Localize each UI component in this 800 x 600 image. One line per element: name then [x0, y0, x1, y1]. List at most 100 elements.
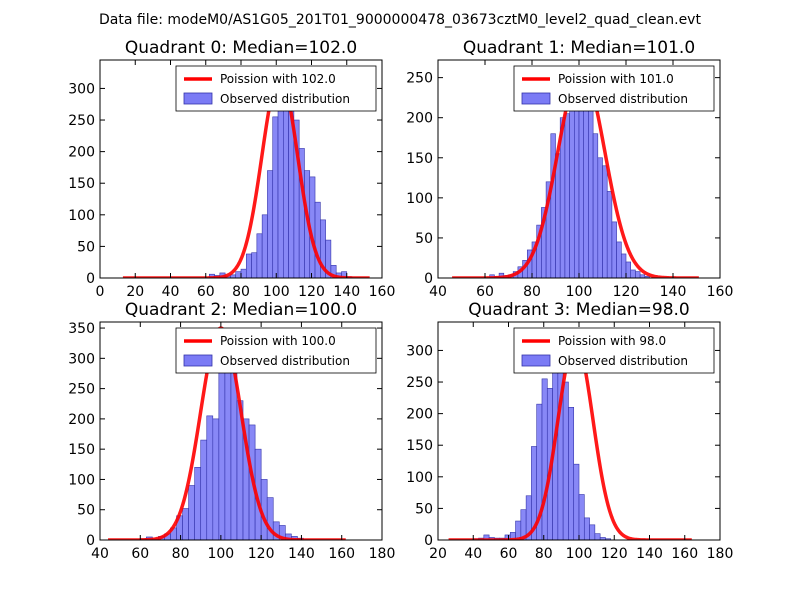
quadrant-0-xtick-label: 0	[96, 284, 105, 300]
quadrant-3-xtick-label: 100	[566, 546, 593, 562]
quadrant-1-bar	[597, 157, 603, 278]
quadrant-0-xtick-label: 80	[232, 284, 250, 300]
quadrant-0-bar	[277, 91, 284, 278]
quadrant-2-bar	[218, 358, 226, 540]
quadrant-0-legend-bars-label: Observed distribution	[220, 92, 350, 106]
quadrant-0-bar	[325, 239, 332, 278]
quadrant-1-xtick-label: 100	[566, 284, 593, 300]
quadrant-3-xtick-label: 40	[464, 546, 482, 562]
quadrant-3-bar	[573, 463, 580, 540]
quadrant-2-ytick-label: 350	[68, 321, 95, 337]
quadrant-3-bar	[594, 533, 601, 540]
quadrant-2-ytick-label: 300	[68, 351, 95, 367]
quadrant-3-legend-bars-swatch	[521, 354, 551, 367]
quadrant-1-bar	[602, 165, 608, 278]
quadrant-1-bar	[625, 261, 631, 278]
quadrant-2-bar	[200, 439, 208, 540]
quadrant-3-bar	[562, 381, 569, 540]
quadrant-3-ytick-label: 150	[406, 438, 433, 454]
quadrant-1-legend-curve-label: Poission with 101.0	[558, 72, 674, 86]
quadrant-2-legend-bars-label: Observed distribution	[220, 354, 350, 368]
quadrant-1-ytick-label: 150	[406, 151, 433, 167]
quadrant-1-bar	[616, 241, 622, 278]
quadrant-0-chart: Quadrant 0: Median=102.0 0 20 40 60 80 100 120 1…	[68, 38, 395, 300]
quadrant-0-xtick-label: 100	[263, 284, 290, 300]
quadrant-2-bar	[182, 508, 189, 540]
quadrant-0-bar	[267, 170, 274, 278]
quadrant-1-xtick-label: 140	[660, 284, 687, 300]
quadrant-3-bar	[583, 517, 590, 540]
quadrant-0-bar	[256, 233, 263, 278]
quadrant-3-xtick-label: 180	[707, 546, 734, 562]
quadrant-1-ytick-label: 50	[415, 231, 433, 247]
quadrant-1-bar	[630, 269, 636, 278]
quadrant-2-xtick-label: 40	[91, 546, 109, 562]
quadrant-2-ytick-label: 50	[77, 503, 95, 519]
quadrant-3-ytick-label: 300	[406, 343, 433, 359]
quadrant-0-legend-curve-label: Poission with 102.0	[220, 72, 336, 86]
quadrant-0-xtick-label: 160	[369, 284, 396, 300]
quadrant-0-xtick-label: 40	[162, 284, 180, 300]
quadrant-3-xtick-label: 20	[429, 546, 447, 562]
quadrant-3-bar	[568, 407, 575, 540]
quadrant-0-poisson-curve	[122, 74, 371, 278]
quadrant-1-xtick-label: 40	[429, 284, 447, 300]
quadrant-2-bar	[212, 418, 220, 540]
quadrant-2-xtick-label: 160	[328, 546, 355, 562]
quadrant-2-bar	[266, 497, 274, 540]
quadrant-2-legend-curve-label: Poission with 100.0	[220, 334, 336, 348]
quadrant-3-bar	[578, 494, 585, 540]
quadrant-1-ytick-label: 0	[424, 271, 433, 287]
quadrant-1-ytick-label: 200	[406, 111, 433, 127]
quadrant-0-title: Quadrant 0: Median=102.0	[125, 38, 357, 58]
quadrant-1-bar	[569, 101, 575, 278]
quadrant-2-chart: Quadrant 2: Median=100.0 40 60 80 100 120 140 1…	[68, 300, 395, 562]
quadrant-0-bar	[314, 201, 321, 278]
quadrant-3-xtick-label: 60	[500, 546, 518, 562]
quadrant-0-xtick-label: 120	[298, 284, 325, 300]
quadrant-2-ytick-label: 150	[68, 442, 95, 458]
quadrant-0-xtick-label: 140	[333, 284, 360, 300]
quadrant-3-ytick-label: 100	[406, 470, 433, 486]
quadrant-2-bar	[224, 351, 232, 540]
quadrant-0-xtick-label: 20	[126, 284, 144, 300]
quadrant-0-ytick-label: 0	[86, 271, 95, 287]
quadrant-1-xtick-label: 80	[523, 284, 541, 300]
quadrant-1-bars	[489, 69, 650, 278]
quadrant-0-xtick-label: 60	[197, 284, 215, 300]
quadrant-3-ytick-label: 200	[406, 407, 433, 423]
quadrant-1-legend: Poission with 101.0 Observed distribution	[513, 65, 715, 112]
quadrant-2-bar	[194, 467, 202, 540]
quadrant-0-legend: Poission with 102.0 Observed distribution	[175, 65, 377, 112]
quadrant-2-title: Quadrant 2: Median=100.0	[125, 300, 357, 320]
quadrant-0-ytick-label: 100	[68, 208, 95, 224]
quadrant-2-xtick-label: 100	[207, 546, 234, 562]
quadrant-2-xtick-label: 180	[369, 546, 396, 562]
quadrant-1-bar	[635, 271, 641, 278]
quadrant-2-ytick-label: 100	[68, 472, 95, 488]
quadrant-3-legend: Poission with 98.0 Observed distribution	[513, 327, 715, 374]
quadrant-1-bar	[611, 221, 617, 278]
quadrant-0-bar	[261, 214, 268, 278]
quadrant-2-xtick-label: 60	[131, 546, 149, 562]
quadrant-1-bar	[555, 153, 561, 278]
quadrant-1-chart: Quadrant 1: Median=101.0 40 60 80 100 120 140 1…	[406, 38, 733, 300]
quadrant-1-xtick-label: 120	[613, 284, 640, 300]
quadrant-1-ytick-label: 100	[406, 191, 433, 207]
quadrant-2-xtick-label: 120	[248, 546, 275, 562]
quadrant-1-legend-bars-label: Observed distribution	[558, 92, 688, 106]
quadrant-2-xtick-label: 140	[288, 546, 315, 562]
quadrant-1-xtick-label: 60	[476, 284, 494, 300]
quadrant-1-bar	[620, 253, 627, 278]
quadrant-0-bar	[245, 253, 252, 278]
quadrant-2-bar	[278, 525, 286, 540]
quadrant-3-xtick-label: 120	[601, 546, 628, 562]
quadrant-2-bar	[188, 485, 195, 540]
quadrant-3-xtick-label: 160	[671, 546, 698, 562]
quadrant-2-legend-bars-swatch	[183, 354, 213, 367]
quadrant-0-ytick-label: 300	[68, 81, 95, 97]
quadrant-1-bar	[550, 133, 556, 278]
quadrant-0-bar	[272, 116, 279, 278]
quadrant-1-ytick-label: 250	[406, 71, 433, 87]
